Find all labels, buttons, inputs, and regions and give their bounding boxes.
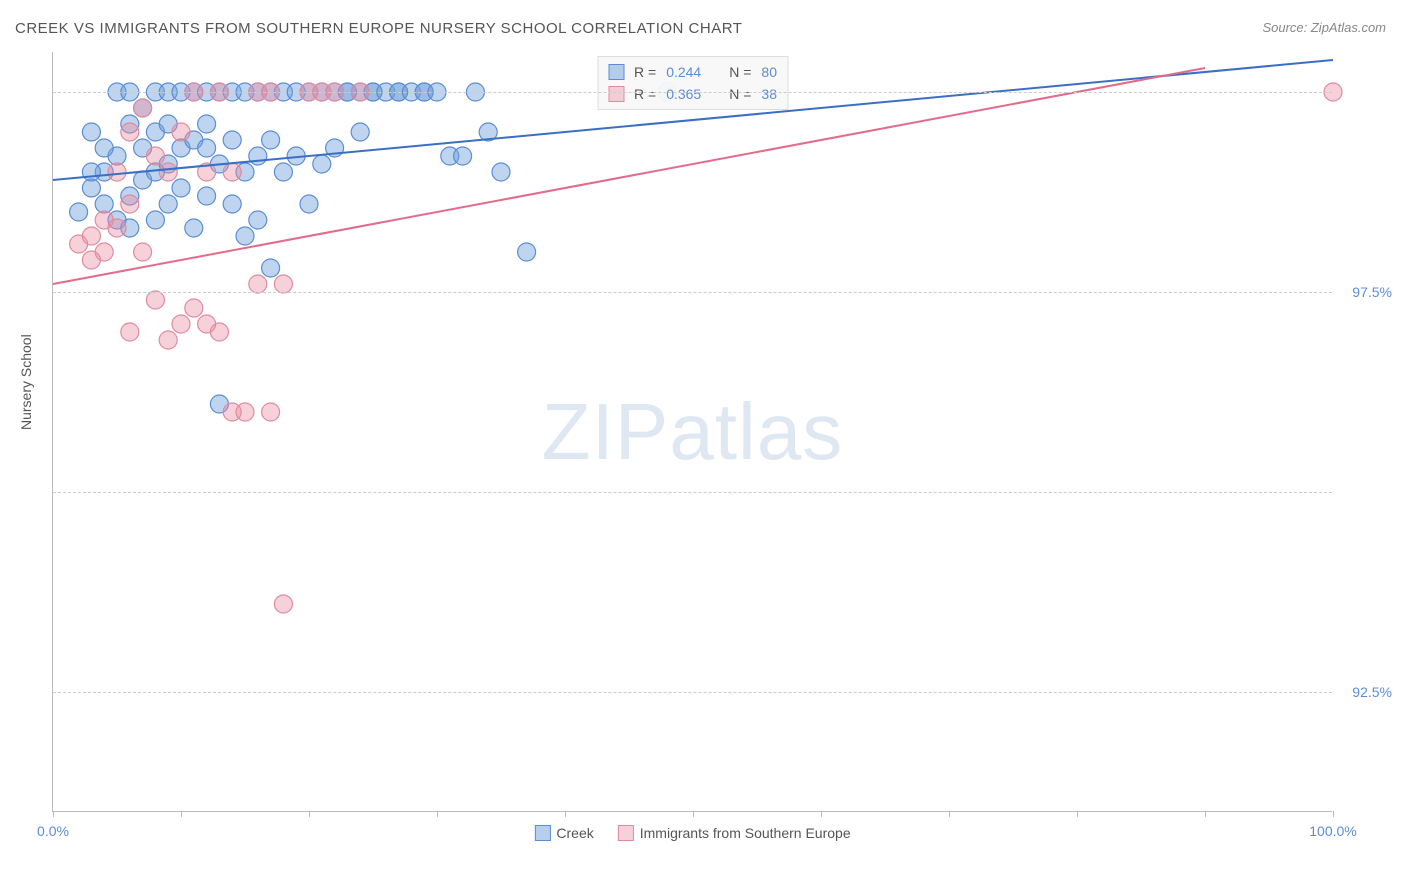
data-point: [159, 163, 177, 181]
scatter-svg: [53, 52, 1332, 811]
data-point: [172, 315, 190, 333]
data-point: [236, 227, 254, 245]
data-point: [518, 243, 536, 261]
data-point: [454, 147, 472, 165]
data-point: [198, 187, 216, 205]
data-point: [108, 163, 126, 181]
data-point: [95, 195, 113, 213]
data-point: [300, 195, 318, 213]
data-point: [108, 219, 126, 237]
data-point: [223, 195, 241, 213]
xtick: [309, 811, 310, 817]
data-point: [146, 291, 164, 309]
n-label: N =: [729, 64, 751, 80]
r-value-creek: 0.244: [666, 64, 701, 80]
chart-title: CREEK VS IMMIGRANTS FROM SOUTHERN EUROPE…: [15, 20, 742, 37]
data-point: [185, 299, 203, 317]
data-point: [121, 123, 139, 141]
data-point: [492, 163, 510, 181]
data-point: [223, 163, 241, 181]
xtick: [1077, 811, 1078, 817]
data-point: [146, 147, 164, 165]
ytick-label: 97.5%: [1352, 284, 1392, 300]
data-point: [159, 331, 177, 349]
ytick-label: 92.5%: [1352, 684, 1392, 700]
data-point: [198, 139, 216, 157]
data-point: [249, 275, 267, 293]
data-point: [274, 275, 292, 293]
r-label-2: R =: [634, 86, 656, 102]
data-point: [82, 123, 100, 141]
data-point: [210, 323, 228, 341]
xtick: [565, 811, 566, 817]
data-point: [262, 259, 280, 277]
data-point: [121, 323, 139, 341]
swatch-immigrants-2: [618, 825, 634, 841]
data-point: [82, 179, 100, 197]
data-point: [82, 163, 100, 181]
data-point: [262, 403, 280, 421]
chart-plot-area: ZIPatlas R = 0.244 N = 80 R = 0.365 N = …: [52, 52, 1332, 812]
data-point: [159, 195, 177, 213]
data-point: [134, 99, 152, 117]
data-point: [146, 211, 164, 229]
data-point: [134, 243, 152, 261]
xtick: [53, 811, 54, 817]
legend-item-creek: Creek: [534, 825, 593, 841]
y-axis-label: Nursery School: [18, 334, 34, 430]
r-value-immigrants: 0.365: [666, 86, 701, 102]
xtick: [181, 811, 182, 817]
series-legend: Creek Immigrants from Southern Europe: [534, 825, 850, 841]
swatch-creek: [608, 64, 624, 80]
grid-line: [53, 92, 1332, 93]
r-label: R =: [634, 64, 656, 80]
n-value-creek: 80: [761, 64, 777, 80]
n-value-immigrants: 38: [761, 86, 777, 102]
data-point: [172, 179, 190, 197]
grid-line: [53, 692, 1332, 693]
data-point: [274, 163, 292, 181]
legend-item-immigrants: Immigrants from Southern Europe: [618, 825, 851, 841]
data-point: [198, 115, 216, 133]
data-point: [185, 219, 203, 237]
data-point: [70, 203, 88, 221]
xtick: [1333, 811, 1334, 817]
data-point: [351, 123, 369, 141]
correlation-legend: R = 0.244 N = 80 R = 0.365 N = 38: [597, 56, 788, 110]
data-point: [249, 211, 267, 229]
xtick: [693, 811, 694, 817]
legend-label-creek: Creek: [556, 825, 593, 841]
data-point: [262, 131, 280, 149]
swatch-immigrants: [608, 86, 624, 102]
xtick-label: 0.0%: [37, 823, 69, 839]
data-point: [95, 243, 113, 261]
xtick: [821, 811, 822, 817]
xtick: [949, 811, 950, 817]
xtick-label: 100.0%: [1309, 823, 1356, 839]
data-point: [236, 403, 254, 421]
data-point: [172, 123, 190, 141]
data-point: [121, 195, 139, 213]
legend-row-creek: R = 0.244 N = 80: [608, 61, 777, 83]
swatch-creek-2: [534, 825, 550, 841]
data-point: [82, 227, 100, 245]
xtick: [1205, 811, 1206, 817]
data-point: [223, 131, 241, 149]
data-point: [95, 139, 113, 157]
legend-row-immigrants: R = 0.365 N = 38: [608, 83, 777, 105]
legend-label-immigrants: Immigrants from Southern Europe: [640, 825, 851, 841]
grid-line: [53, 292, 1332, 293]
xtick: [437, 811, 438, 817]
data-point: [274, 595, 292, 613]
data-point: [313, 155, 331, 173]
grid-line: [53, 492, 1332, 493]
n-label-2: N =: [729, 86, 751, 102]
source-attribution: Source: ZipAtlas.com: [1262, 20, 1386, 35]
